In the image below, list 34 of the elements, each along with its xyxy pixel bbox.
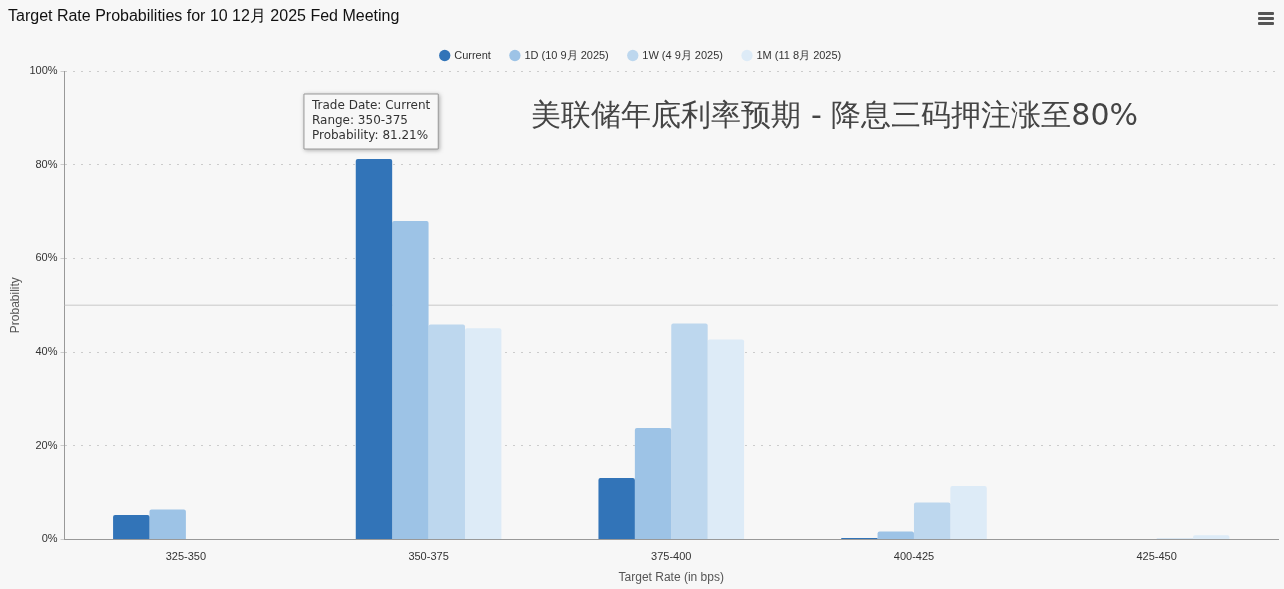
y-tick-label: 0% [41, 532, 58, 545]
annotation: Trade Date: Current Range: 350-375 Probability: 81.21% [310, 98, 431, 143]
x-axis-title: Target Rate (in bps) [618, 570, 724, 585]
bar [598, 478, 635, 539]
bar [634, 427, 672, 539]
bar [392, 220, 429, 539]
bar [1193, 535, 1230, 539]
y-tick-label: 60% [35, 251, 58, 264]
x-tick-label: 425-450 [1136, 550, 1177, 563]
x-tick-label: 350-375 [408, 550, 449, 563]
y-axis-title: Probability [7, 277, 22, 334]
bar [113, 515, 150, 539]
bar [913, 502, 951, 539]
y-tick-label: 20% [35, 438, 58, 451]
bar [707, 339, 745, 539]
x-tick-label: 325-350 [165, 550, 207, 563]
legend-label: 1M (11 8月 2025) [756, 48, 842, 61]
bar [671, 323, 708, 539]
bar [464, 328, 502, 539]
x-tick-label: 375-400 [651, 550, 692, 563]
bar [355, 159, 393, 539]
y-tick-label: 40% [35, 345, 58, 358]
legend-label: Current [454, 48, 491, 61]
bar [877, 531, 914, 539]
y-tick-label: 80% [35, 157, 58, 170]
legend-label: 1W (4 9月 2025) [642, 48, 723, 61]
y-tick-label: 100% [29, 64, 58, 77]
bar [149, 509, 186, 539]
x-tick-label: 400-425 [893, 550, 935, 563]
bar [428, 324, 465, 539]
legend-label: 1D (10 9月 2025) [524, 48, 609, 61]
chart-title: Target Rate Probabilities for 10 12月 2025 Fed Meeting [8, 6, 400, 26]
annotation: 美联储年底利率预期 - 降息三码押注涨至80% [531, 96, 1138, 132]
bar [950, 486, 987, 539]
